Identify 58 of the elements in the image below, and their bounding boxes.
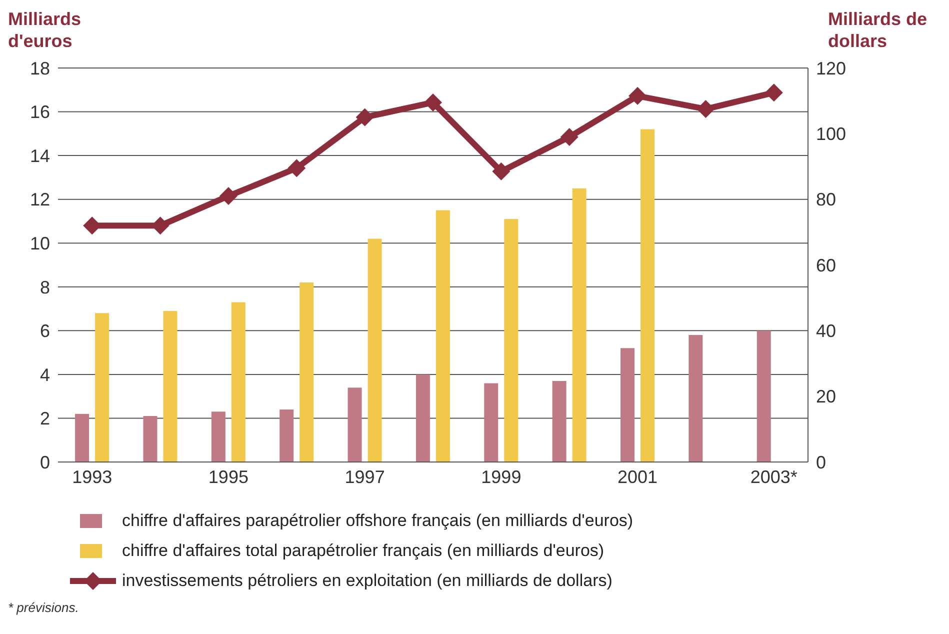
y2-tick-label: 60 [816, 255, 836, 276]
legend-label: chiffre d'affaires total parapétrolier français (en milliards d'euros) [122, 541, 604, 561]
x-tick-label: 1995 [208, 466, 248, 487]
bar [416, 374, 430, 462]
point [219, 187, 238, 206]
y-tick-label: 6 [40, 321, 50, 342]
y2-tick-label: 120 [816, 58, 846, 78]
point [288, 159, 306, 178]
y-axis-title: Milliards d'euros [8, 8, 82, 53]
y-tick-label: 0 [40, 452, 50, 472]
point [696, 100, 715, 118]
bar [75, 414, 90, 462]
point [560, 128, 578, 146]
y2-tick-label: 40 [816, 321, 836, 342]
x-tick-label: 2003* [750, 466, 798, 487]
bar [436, 210, 450, 462]
bar [572, 188, 586, 462]
x-tick-label: 1997 [344, 466, 385, 487]
bar [688, 335, 703, 462]
point [424, 93, 442, 112]
bar [231, 302, 246, 462]
y-tick-label: 10 [30, 234, 50, 254]
point [764, 84, 783, 102]
bar [143, 416, 158, 462]
y-tick-label: 8 [40, 277, 50, 298]
bar [300, 282, 314, 462]
x-tick-label: 1999 [481, 466, 522, 487]
y2-tick-label: 20 [816, 386, 836, 407]
y-tick-label: 14 [30, 146, 50, 166]
y2-axis-title: Milliards de dollars [828, 8, 928, 53]
y-tick-label: 16 [30, 102, 50, 122]
point [356, 108, 374, 126]
legend-label: chiffre d'affaires parapétrolier offshore français (en milliards d'euros) [122, 511, 634, 531]
bar [756, 330, 771, 462]
bar [163, 310, 178, 462]
bar [348, 388, 362, 462]
x-tick-label: 1993 [72, 466, 112, 487]
bar [504, 219, 518, 462]
y2-tick-label: 100 [816, 124, 846, 144]
bar [211, 412, 226, 462]
bar [95, 313, 110, 462]
point [628, 86, 647, 105]
bar [620, 348, 634, 462]
bar [552, 381, 566, 462]
x-tick-label: 2001 [618, 466, 658, 487]
y-tick-label: 12 [30, 190, 50, 210]
y2-tick-label: 0 [816, 452, 826, 472]
y-tick-label: 4 [40, 364, 50, 385]
bar [280, 409, 294, 462]
y-tick-label: 18 [30, 58, 50, 78]
bar [640, 129, 654, 462]
bar [368, 238, 382, 462]
y2-tick-label: 80 [816, 190, 836, 210]
legend-label: investissements pétroliers en exploitation (en milliards de dollars) [122, 571, 612, 591]
point [492, 162, 510, 180]
y-tick-label: 2 [40, 408, 50, 429]
bar [484, 383, 498, 462]
text: * prévisions. [8, 600, 80, 615]
